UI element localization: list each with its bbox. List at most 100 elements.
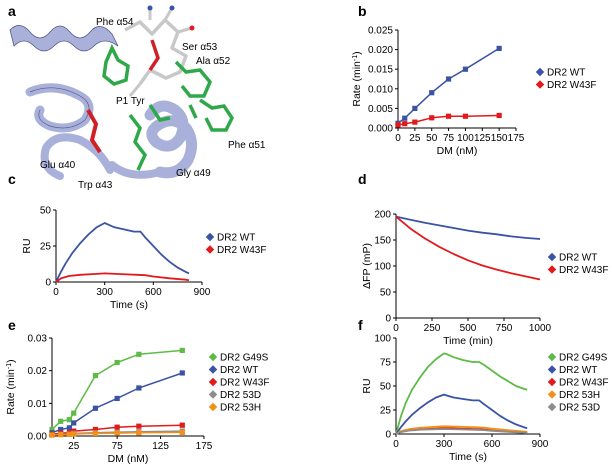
legend-label: DR2 WT xyxy=(220,365,258,376)
x-tick-label: 0 xyxy=(395,133,401,144)
x-tick-label: 600 xyxy=(484,439,501,450)
y-axis-label-close: ) xyxy=(5,359,17,363)
series-line-dr2-wt xyxy=(395,215,541,240)
x-tick-label: 25 xyxy=(409,133,421,144)
data-point xyxy=(58,418,64,424)
legend-marker xyxy=(205,245,215,254)
data-point xyxy=(114,424,120,430)
x-tick-label: 125 xyxy=(152,441,169,452)
chart-e: 25 75 125 175 0.00 0.01 0.02 0.03 DM (nM) Rate (m… xyxy=(5,334,269,466)
x-axis-label: DM (nM) xyxy=(437,145,478,157)
x-axis-label: DM (nM) xyxy=(108,453,149,465)
y-axis-label: RU xyxy=(361,378,373,393)
data-point xyxy=(412,105,418,111)
y-axis-label: Rate (min-1) xyxy=(5,359,17,414)
y-tick-label: 0 xyxy=(385,314,391,325)
x-tick-label: 600 xyxy=(145,287,162,298)
x-tick-label: 0 xyxy=(53,287,59,298)
x-tick-label: 150 xyxy=(491,133,508,144)
y-tick-label: 150 xyxy=(374,236,391,247)
data-point xyxy=(429,115,435,121)
chart-b: 0 25 50 75 100 125 150 175 0.000 0.005 0.010 0.015 0… xyxy=(351,26,596,158)
panel-label-f: f xyxy=(358,317,363,333)
data-point xyxy=(179,429,185,436)
series-line-dr2-53h xyxy=(395,425,528,435)
panel-label-a: a xyxy=(8,3,16,19)
y-tick-label: 100 xyxy=(374,334,391,345)
series-line-dr2-w43f xyxy=(395,215,541,281)
y-tick-label: 50 xyxy=(380,382,392,393)
y-tick-label: 0.025 xyxy=(368,26,393,37)
chart-d: 0 250 500 750 1000 0 50 100 150 200 Time (min) ΔFP … xyxy=(361,210,608,348)
y-axis-label-superscript: -1 xyxy=(6,363,13,369)
y-axis-label-text: Rate (min xyxy=(5,369,17,415)
x-tick-label: 125 xyxy=(474,133,491,144)
legend-marker xyxy=(208,402,218,412)
legend-marker xyxy=(547,377,557,387)
x-axis-label: Time (min) xyxy=(443,335,493,347)
x-tick-label: 0 xyxy=(393,323,399,334)
legend-marker xyxy=(208,365,218,374)
x-tick-label: 750 xyxy=(496,323,513,334)
data-point xyxy=(114,359,120,366)
residue-label-p1-tyr: P1 Tyr xyxy=(116,96,145,107)
data-point xyxy=(402,115,408,121)
y-tick-label: 0.000 xyxy=(368,124,393,135)
data-point xyxy=(136,423,142,429)
data-point xyxy=(92,372,99,379)
data-point xyxy=(66,431,72,437)
data-point xyxy=(92,405,99,411)
y-tick-label: 25 xyxy=(40,242,52,253)
x-tick-label: 100 xyxy=(457,133,474,144)
x-tick-label: 175 xyxy=(196,441,213,452)
y-axis-label-text: RU xyxy=(21,238,33,253)
y-tick-label: 50 xyxy=(380,288,392,299)
data-point xyxy=(462,66,469,72)
data-point xyxy=(114,430,120,436)
data-point xyxy=(429,90,435,96)
legend-marker xyxy=(208,390,218,399)
data-point xyxy=(445,113,452,119)
panel-label-e: e xyxy=(8,317,16,333)
x-tick-label: 1000 xyxy=(529,323,552,334)
residue-label-ala-a52: Ala α52 xyxy=(196,56,231,67)
legend-marker xyxy=(547,402,557,412)
residue-label-phe-a51: Phe α51 xyxy=(228,140,266,151)
data-point xyxy=(496,112,502,119)
legend-label: DR2 W43F xyxy=(220,378,269,389)
legend-label: DR2 WT xyxy=(559,365,597,376)
y-tick-label: 0.00 xyxy=(28,432,48,443)
residue-label-gly-a49: Gly α49 xyxy=(176,168,211,179)
x-tick-label: 75 xyxy=(443,133,455,144)
data-point xyxy=(136,351,142,357)
residue-label-glu-a40: Glu α40 xyxy=(40,160,76,171)
x-tick-label: 0 xyxy=(393,439,399,450)
legend-marker xyxy=(547,352,557,362)
y-tick-label: 25 xyxy=(380,406,392,417)
data-point xyxy=(71,431,77,437)
data-point xyxy=(179,347,185,354)
x-axis-label: Time (s) xyxy=(449,451,487,463)
data-point xyxy=(179,370,185,376)
residue-label-ser-a53: Ser α53 xyxy=(182,42,218,53)
data-point xyxy=(66,417,72,423)
y-tick-label: 0 xyxy=(45,278,51,289)
x-tick-label: 175 xyxy=(508,133,525,144)
legend-label: DR2 53H xyxy=(220,403,261,414)
legend-marker xyxy=(205,232,215,242)
x-tick-label: 900 xyxy=(194,287,211,298)
legend-marker xyxy=(208,352,218,362)
x-tick-label: 250 xyxy=(424,323,441,334)
legend-marker xyxy=(547,365,557,374)
data-point xyxy=(462,113,469,119)
legend-label: DR2 W43F xyxy=(547,80,596,91)
y-axis-label-text: RU xyxy=(361,378,373,393)
legend-label: DR2 W43F xyxy=(559,378,608,389)
data-point xyxy=(58,426,64,433)
legend-marker xyxy=(547,252,557,262)
residue-label-phe-a54: Phe α54 xyxy=(96,17,134,28)
legend-label: DR2 WT xyxy=(559,253,597,264)
y-tick-label: 100 xyxy=(374,262,391,273)
